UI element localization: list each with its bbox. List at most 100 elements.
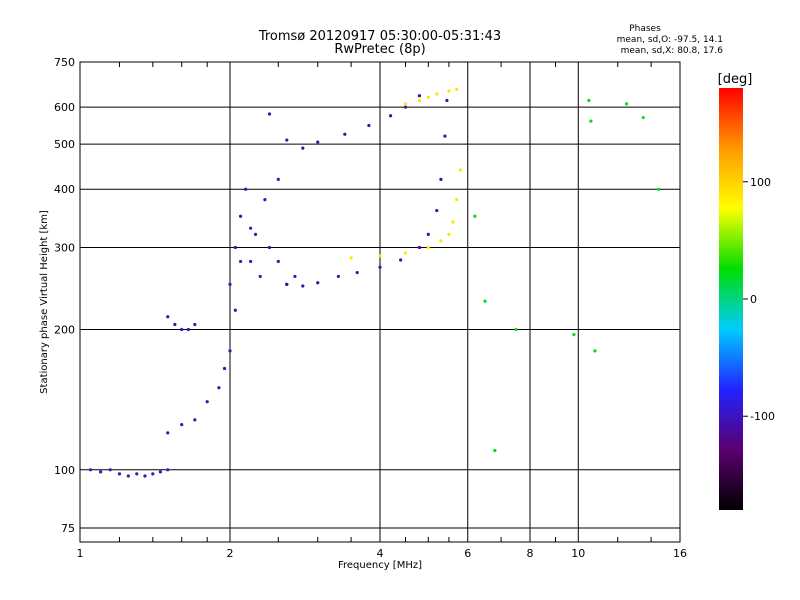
data-point <box>135 472 139 476</box>
data-point <box>493 448 497 453</box>
data-point <box>186 327 190 332</box>
data-point <box>143 474 147 478</box>
y-tick-label: 75 <box>61 522 75 535</box>
phases-heading: Phases <box>629 24 661 34</box>
data-point <box>426 232 430 236</box>
x-tick-label: 10 <box>571 547 585 560</box>
data-point <box>238 214 243 218</box>
data-point <box>249 226 253 230</box>
colorbar <box>719 88 743 510</box>
data-point <box>624 102 629 106</box>
colorbar-tick-label: -100 <box>750 410 775 423</box>
data-point <box>166 315 170 319</box>
data-point <box>258 274 262 279</box>
data-point <box>388 114 393 118</box>
data-point <box>455 198 459 202</box>
data-point <box>222 366 227 371</box>
data-point <box>173 322 177 327</box>
data-point <box>180 327 184 332</box>
chart-title: Tromsø 20120917 05:30:00-05:31:43 <box>258 29 501 44</box>
phases-o-stats: mean, sd,O: -97.5, 14.1 <box>617 35 723 45</box>
series-f1-lower-trace <box>166 315 197 332</box>
data-point <box>587 98 591 103</box>
data-point <box>228 349 232 353</box>
data-point <box>228 282 232 286</box>
data-point <box>126 474 130 478</box>
data-point <box>378 265 382 269</box>
chart-subtitle: RwPretec (8p) <box>334 42 425 57</box>
data-point <box>217 386 221 390</box>
data-point <box>417 245 422 250</box>
data-point <box>451 220 455 224</box>
data-point <box>589 119 593 123</box>
y-axis-title: Stationary phase Virtual Height [km] <box>39 210 50 394</box>
data-point <box>447 89 451 93</box>
x-tick-label: 1 <box>77 547 84 560</box>
data-point <box>193 322 197 327</box>
data-point <box>180 423 184 427</box>
data-point <box>205 400 209 404</box>
x-tick-label: 4 <box>377 547 384 560</box>
grid-lines <box>80 62 680 542</box>
data-point <box>316 140 320 144</box>
series-f-o-mode-curve <box>285 98 449 288</box>
series-f-x-mode-curve <box>349 168 463 260</box>
data-point <box>455 87 459 92</box>
y-tick-label: 100 <box>54 464 75 477</box>
data-point <box>403 102 408 106</box>
series-f-upper-o-trace <box>267 94 422 150</box>
series-f-o-mode-low <box>166 177 280 435</box>
data-point <box>593 349 597 353</box>
data-point <box>514 327 518 332</box>
data-point <box>483 299 487 303</box>
series-e-trace <box>88 468 170 478</box>
data-point <box>417 94 422 98</box>
data-point <box>117 472 122 476</box>
y-tick-label: 600 <box>54 101 75 114</box>
data-point <box>249 259 253 264</box>
colorbar-tick-label: 100 <box>750 176 771 189</box>
data-point <box>193 418 197 422</box>
data-point <box>426 245 430 250</box>
y-tick-label: 200 <box>54 324 75 337</box>
series-f-o-mode-spread <box>228 187 297 286</box>
data-point <box>378 254 382 258</box>
data-point <box>367 123 371 128</box>
data-point <box>435 208 439 213</box>
x-tick-label: 8 <box>527 547 534 560</box>
data-points <box>88 87 661 478</box>
data-point <box>151 472 155 476</box>
data-point <box>439 239 443 243</box>
data-point <box>285 282 289 286</box>
data-point <box>293 274 297 279</box>
x-tick-label: 2 <box>227 547 234 560</box>
data-point <box>244 187 248 191</box>
y-tick-label: 300 <box>54 241 75 254</box>
data-point <box>343 132 347 136</box>
colorbar-label: [deg] <box>718 72 753 87</box>
data-point <box>316 281 320 285</box>
data-point <box>88 468 93 472</box>
data-point <box>355 270 359 275</box>
data-point <box>657 187 661 191</box>
data-point <box>233 245 237 250</box>
x-tick-label: 16 <box>673 547 687 560</box>
y-axis-ticks: 75 100 200 300 400 500 600 750 <box>54 56 75 535</box>
data-point <box>443 134 447 138</box>
series-f-upper-x-trace <box>403 87 459 106</box>
data-point <box>473 214 477 218</box>
data-point <box>267 112 272 116</box>
data-point <box>572 333 576 337</box>
data-point <box>458 168 463 172</box>
data-point <box>166 431 170 435</box>
data-point <box>403 105 408 109</box>
data-point <box>238 259 243 264</box>
data-point <box>417 98 422 103</box>
data-point <box>276 259 280 264</box>
data-point <box>158 470 163 474</box>
data-point <box>403 251 408 255</box>
y-tick-label: 400 <box>54 183 75 196</box>
y-tick-label: 750 <box>54 56 75 69</box>
colorbar-ticks: 100 0 -100 <box>743 176 775 423</box>
